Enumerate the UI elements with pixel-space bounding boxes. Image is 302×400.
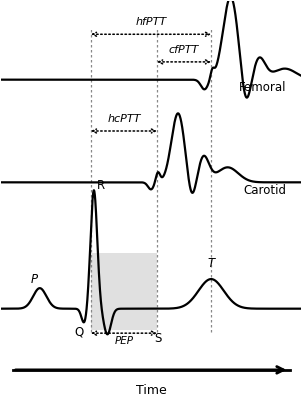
Text: Q: Q [74,325,83,338]
Text: R: R [97,179,105,192]
Text: cfPTT: cfPTT [169,45,199,55]
Text: hfPTT: hfPTT [135,17,167,27]
Text: Femoral: Femoral [239,81,286,94]
Text: T: T [207,257,215,270]
Text: Time: Time [136,384,166,397]
Text: PEP: PEP [114,336,133,346]
Bar [91,253,157,330]
Text: hcPTT: hcPTT [107,114,141,124]
Text: S: S [154,332,161,344]
Text: P: P [30,273,37,286]
Text: Carotid: Carotid [243,184,286,197]
